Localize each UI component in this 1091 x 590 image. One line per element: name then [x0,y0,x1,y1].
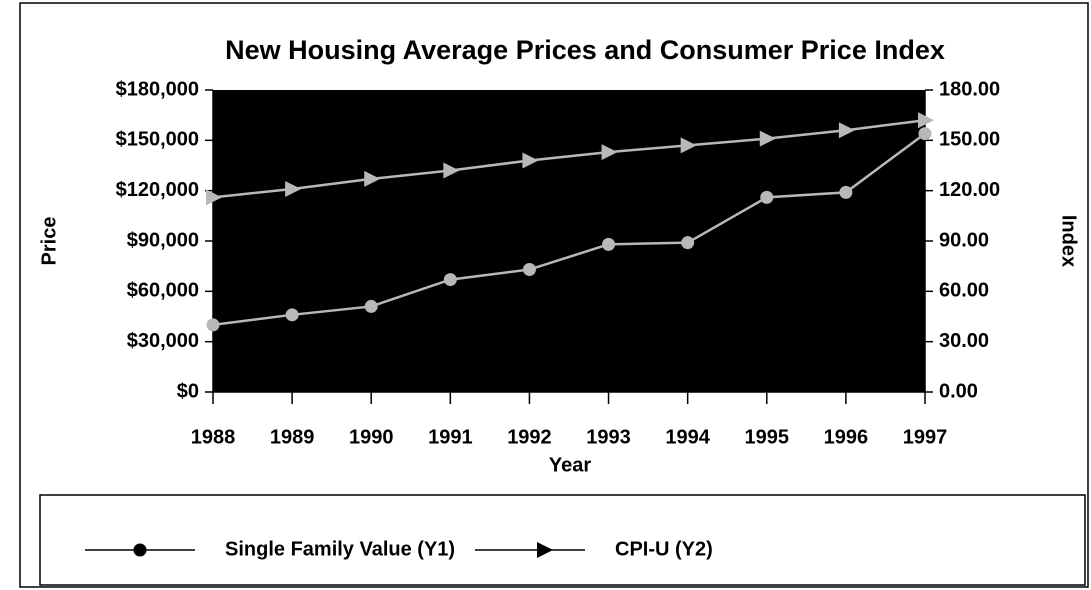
y-tick-label: $180,000 [116,78,199,100]
series-marker [838,122,855,139]
series-marker [680,137,697,154]
series-marker [522,263,536,277]
x-tick-label: 1989 [270,426,315,448]
y2-tick-label: 180.00 [939,78,1000,100]
x-tick-label: 1993 [586,426,631,448]
y-tick-label: $30,000 [127,330,199,352]
x-tick-label: 1997 [903,426,948,448]
y-axis-label: Price [38,217,60,266]
y2-tick-label: 120.00 [939,179,1000,201]
series-marker [364,299,378,313]
chart-title: New Housing Average Prices and Consumer … [225,35,945,65]
y2-axis-label: Index [1058,215,1080,267]
series-marker [760,190,774,204]
y-tick-label: $90,000 [127,229,199,251]
y2-tick-label: 150.00 [939,129,1000,151]
y-tick-label: $0 [177,380,199,402]
legend-box [39,494,1086,586]
series-marker [918,112,934,129]
series-marker [918,127,932,141]
series-line [212,118,926,199]
y2-tick-label: 60.00 [939,280,989,302]
plot-area [213,90,925,392]
x-tick-label: 1995 [745,426,790,448]
legend-marker [537,542,553,558]
y-tick-label: $60,000 [127,280,199,302]
series-marker [681,236,695,250]
series-marker [443,273,457,287]
y2-tick-label: 90.00 [939,229,989,251]
series-marker [601,144,618,161]
x-tick-label: 1992 [507,426,552,448]
series-marker [364,170,381,187]
series-marker [206,189,222,206]
series-marker [285,308,299,322]
x-tick-label: 1994 [665,426,710,448]
series-marker [285,180,302,197]
series-line [212,132,926,327]
y-tick-label: $150,000 [116,129,199,151]
y2-tick-label: 30.00 [939,330,989,352]
legend-marker [133,543,147,557]
y-tick-label: $120,000 [116,179,199,201]
x-tick-label: 1988 [191,426,236,448]
x-tick-label: 1990 [349,426,394,448]
y2-tick-label: 0.00 [939,380,978,402]
series-marker [443,162,460,179]
x-tick-label: 1991 [428,426,473,448]
series-marker [602,237,616,251]
series-marker [206,318,220,332]
series-marker [759,130,776,147]
legend-label: CPI-U (Y2) [615,538,713,560]
series-marker [522,152,539,169]
legend-label: Single Family Value (Y1) [225,538,455,560]
x-tick-label: 1996 [824,426,869,448]
series-marker [839,185,853,199]
x-axis-label: Year [549,454,591,476]
